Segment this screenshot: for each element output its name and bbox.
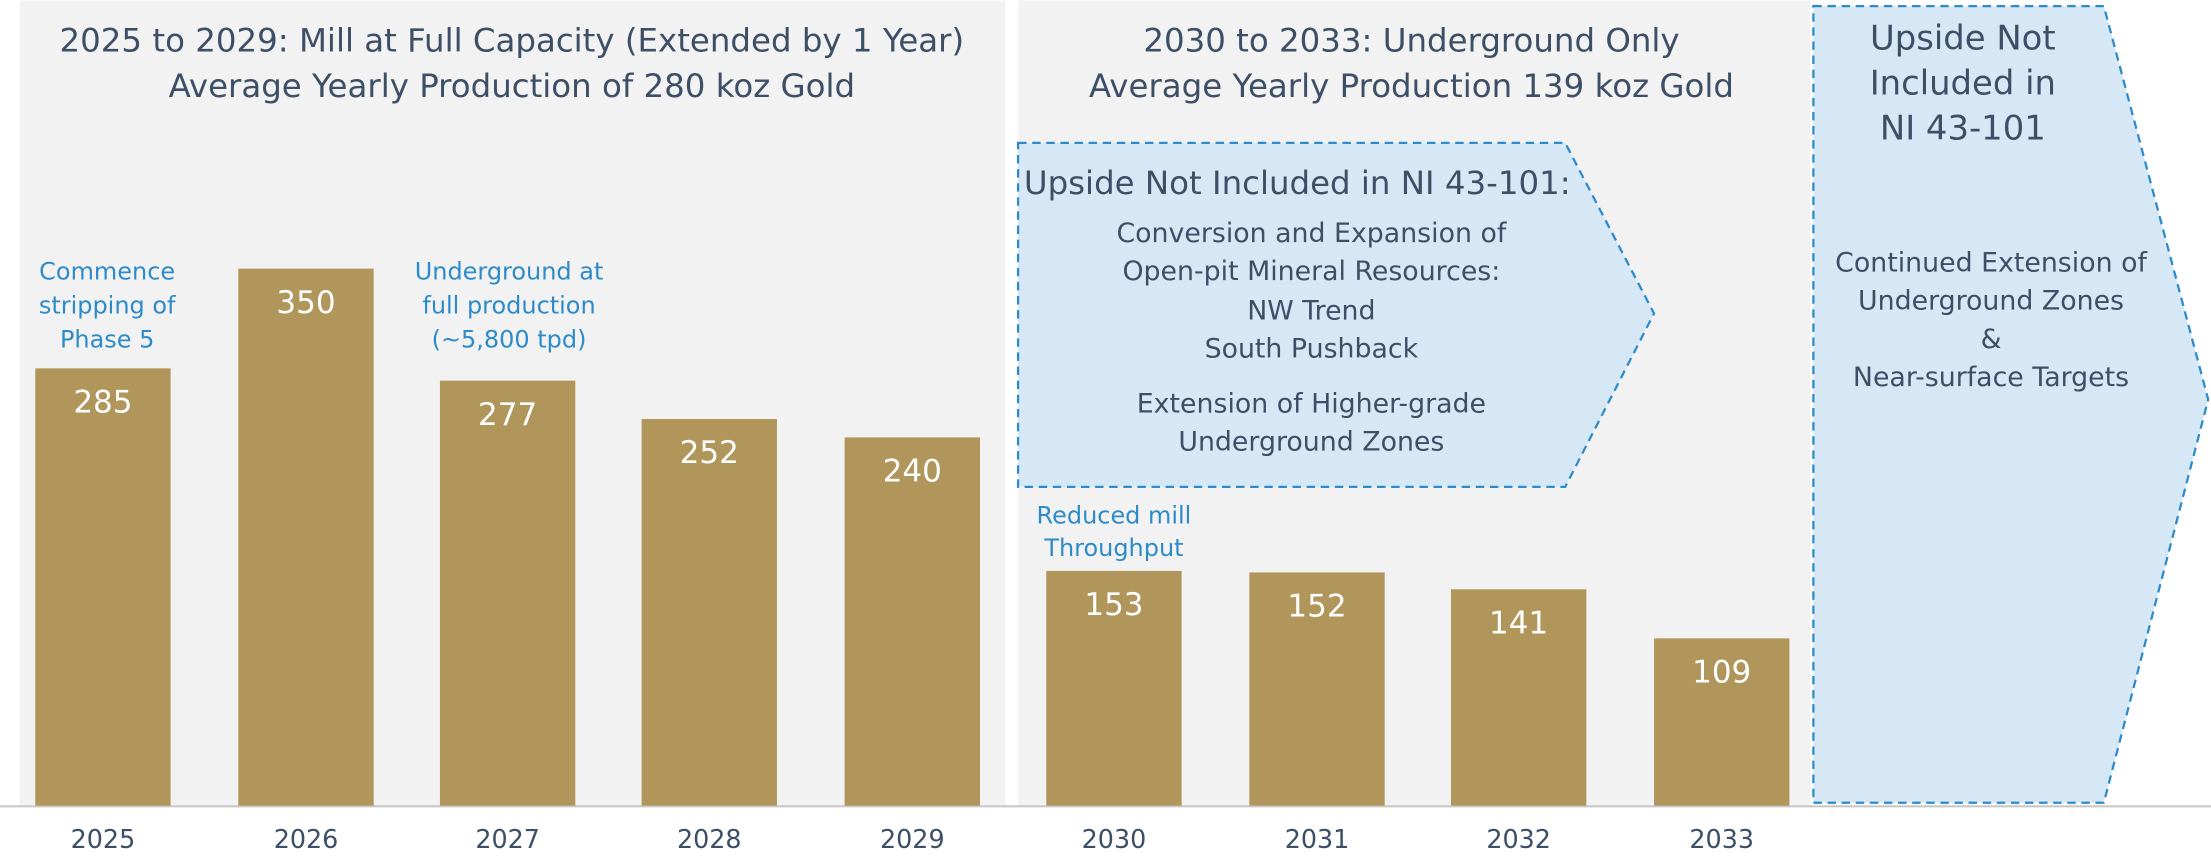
bar — [1249, 572, 1385, 806]
annotation: (~5,800 tpd) — [432, 325, 587, 353]
value-label: 252 — [680, 435, 739, 471]
x-tick-label: 2032 — [1486, 824, 1551, 854]
annotation: stripping of — [39, 291, 176, 319]
x-tick-label: 2033 — [1689, 824, 1754, 854]
bar — [1450, 589, 1587, 806]
bar — [238, 268, 374, 806]
bar — [844, 437, 981, 806]
x-tick-label: 2028 — [677, 824, 742, 854]
value-label: 152 — [1287, 589, 1346, 625]
upside-item: NW Trend — [1247, 296, 1375, 327]
bar — [1046, 570, 1182, 806]
x-tick-label: 2031 — [1285, 824, 1350, 854]
upside-item: South Pushback — [1205, 334, 1419, 365]
upside-column-heading: NI 43-101 — [1880, 109, 2046, 148]
bar — [1654, 638, 1790, 806]
panel-title: Average Yearly Production of 280 koz Gol… — [169, 67, 855, 105]
value-label: 141 — [1489, 606, 1548, 642]
upside-column-heading: Upside Not — [1870, 18, 2056, 57]
upside-column-text: Underground Zones — [1858, 286, 2124, 317]
panel-title: 2030 to 2033: Underground Only — [1143, 22, 1679, 60]
bar — [641, 418, 777, 806]
upside-column-text: Near-surface Targets — [1853, 362, 2129, 393]
upside-column-text: Continued Extension of — [1835, 248, 2147, 279]
x-tick-label: 2029 — [880, 824, 945, 854]
upside-heading: Upside Not Included in NI 43-101: — [1024, 164, 1571, 202]
bar — [35, 368, 171, 806]
x-tick-label: 2025 — [71, 824, 136, 854]
annotation: full production — [422, 291, 595, 319]
upside-title: Underground Zones — [1178, 427, 1444, 458]
annotation: Commence — [39, 258, 175, 286]
panel-title: Average Yearly Production 139 koz Gold — [1089, 67, 1734, 105]
upside-column-text: & — [1981, 324, 2002, 355]
upside-column — [1812, 4, 2210, 804]
x-tick-label: 2027 — [475, 824, 540, 854]
value-label: 350 — [276, 285, 335, 321]
upside-title: Extension of Higher-grade — [1137, 389, 1486, 420]
panel-title: 2025 to 2029: Mill at Full Capacity (Ext… — [60, 22, 965, 60]
upside-title: Open-pit Mineral Resources: — [1122, 256, 1500, 287]
x-tick-label: 2030 — [1082, 824, 1147, 854]
annotation: Underground at — [415, 258, 604, 286]
value-label: 285 — [73, 385, 132, 421]
upside-column-heading: Included in — [1870, 64, 2056, 103]
bar — [439, 380, 576, 806]
value-label: 277 — [478, 397, 537, 433]
value-label: 240 — [883, 454, 942, 490]
annotation: Reduced mill — [1037, 502, 1192, 530]
annotation: Throughput — [1043, 534, 1183, 562]
annotation: Phase 5 — [60, 325, 154, 353]
upside-box — [1016, 141, 1656, 489]
value-label: 109 — [1692, 655, 1751, 691]
x-tick-label: 2026 — [274, 824, 339, 854]
value-label: 153 — [1084, 587, 1143, 623]
upside-title: Conversion and Expansion of — [1116, 218, 1506, 249]
